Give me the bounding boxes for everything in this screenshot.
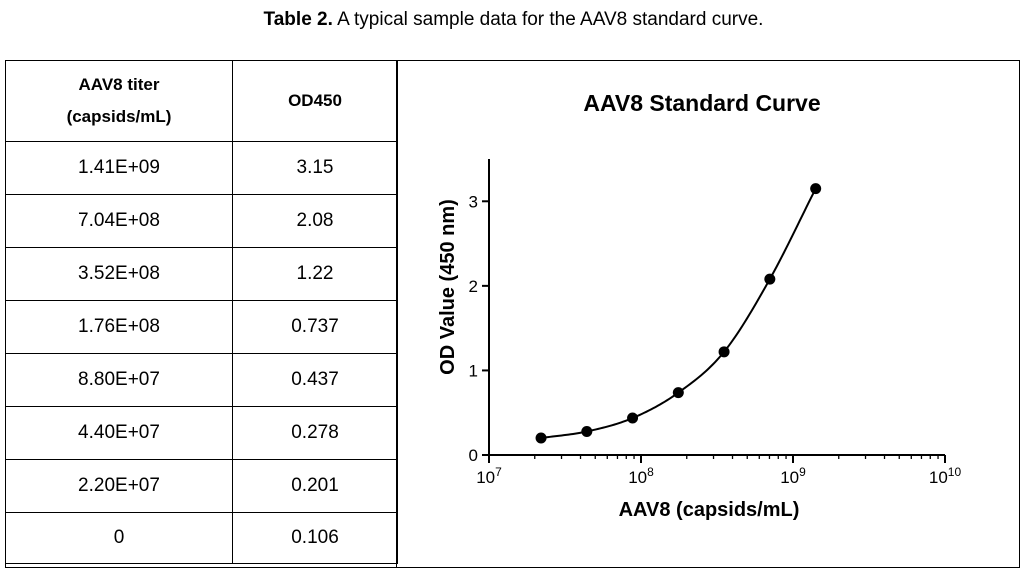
table-row: 7.04E+08 2.08 <box>5 194 398 248</box>
table-row: 1.41E+09 3.15 <box>5 141 398 195</box>
data-point <box>627 412 639 424</box>
y-tick-label: 3 <box>469 192 478 211</box>
cell-titer: 1.76E+08 <box>5 300 233 354</box>
x-axis-label: AAV8 (capsids/mL) <box>619 499 800 521</box>
cell-od: 0.278 <box>232 406 398 460</box>
y-axis-label: OD Value (450 nm) <box>437 199 459 375</box>
x-tick-base: 10 <box>929 468 948 487</box>
table-row: 8.80E+07 0.437 <box>5 353 398 407</box>
data-points <box>535 183 822 444</box>
cell-titer: 4.40E+07 <box>5 406 233 460</box>
x-tick-label: 108 <box>628 465 654 487</box>
cell-titer: 3.52E+08 <box>5 247 233 301</box>
x-tick-label: 1010 <box>929 465 962 487</box>
y-tick-label: 2 <box>469 277 478 296</box>
data-point <box>718 346 730 358</box>
x-tick-exponent: 9 <box>799 465 806 479</box>
x-tick-base: 10 <box>628 468 647 487</box>
y-tick-label: 0 <box>469 446 478 465</box>
x-tick-base: 10 <box>476 468 495 487</box>
cell-od: 1.22 <box>232 247 398 301</box>
x-tick-base: 10 <box>780 468 799 487</box>
data-point <box>672 387 684 399</box>
table-row: 1.76E+08 0.737 <box>5 300 398 354</box>
table-caption: Table 2. A typical sample data for the A… <box>0 9 1027 31</box>
y-tick-label: 1 <box>469 361 478 380</box>
table-row: 4.40E+07 0.278 <box>5 406 398 460</box>
cell-od: 0.737 <box>232 300 398 354</box>
cell-od: 0.201 <box>232 459 398 513</box>
data-table: AAV8 titer (capsids/mL) OD450 1.41E+09 3.… <box>5 60 398 564</box>
header-od: OD450 <box>232 60 398 142</box>
table-header-row: AAV8 titer (capsids/mL) OD450 <box>5 60 398 142</box>
cell-titer: 2.20E+07 <box>5 459 233 513</box>
x-tick-exponent: 8 <box>647 465 654 479</box>
cell-od: 0.437 <box>232 353 398 407</box>
table-body: 1.41E+09 3.15 7.04E+08 2.08 3.52E+08 1.22 1.76… <box>5 141 398 564</box>
table-row: 0 0.106 <box>5 512 398 564</box>
data-point <box>764 273 776 285</box>
header-titer: AAV8 titer (capsids/mL) <box>5 60 233 142</box>
header-titer-line1: AAV8 titer <box>78 75 160 94</box>
data-point <box>810 183 822 195</box>
caption-label: Table 2. <box>263 9 333 30</box>
x-tick-exponent: 7 <box>495 465 502 479</box>
cell-od: 0.106 <box>232 512 398 564</box>
x-tick-label: 107 <box>476 465 502 487</box>
cell-od: 2.08 <box>232 194 398 248</box>
x-tick-exponent: 10 <box>948 465 962 479</box>
fit-curve-line <box>540 188 817 439</box>
cell-titer: 7.04E+08 <box>5 194 233 248</box>
cell-od: 3.15 <box>232 141 398 195</box>
x-tick-label: 109 <box>780 465 806 487</box>
cell-titer: 1.41E+09 <box>5 141 233 195</box>
data-point <box>581 425 593 437</box>
table-row: 3.52E+08 1.22 <box>5 247 398 301</box>
cell-titer: 0 <box>5 512 233 564</box>
caption-text: A typical sample data for the AAV8 stand… <box>332 9 764 30</box>
cell-titer: 8.80E+07 <box>5 353 233 407</box>
data-point <box>535 432 547 444</box>
chart-panel: AAV8 Standard Curve 0 1 2 3 107 108 109 1010 OD… <box>396 60 1020 568</box>
table-row: 2.20E+07 0.201 <box>5 459 398 513</box>
chart-title: AAV8 Standard Curve <box>583 90 820 116</box>
header-titer-line2: (capsids/mL) <box>66 107 172 126</box>
